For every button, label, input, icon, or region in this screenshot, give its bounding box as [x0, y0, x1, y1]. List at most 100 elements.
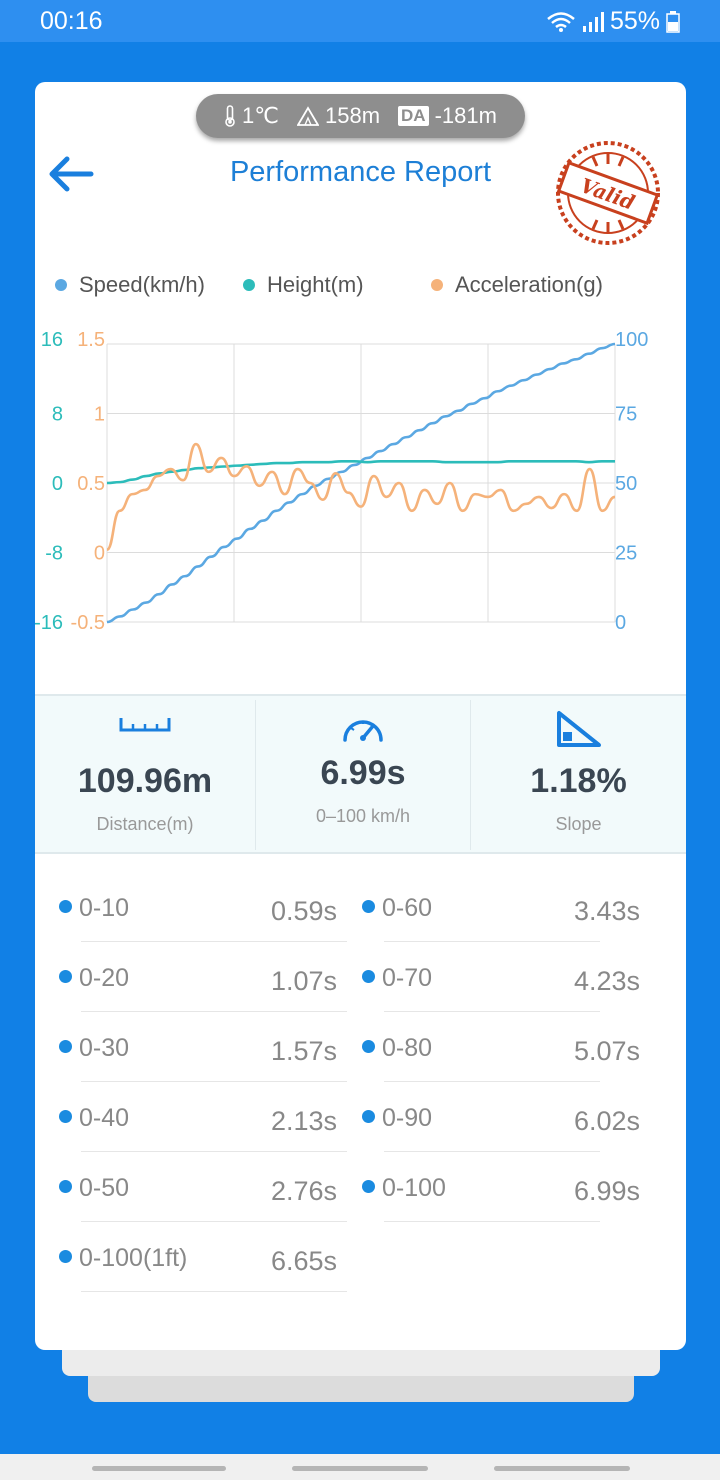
status-bar: 00:16 55% [0, 0, 720, 42]
speedometer-icon [343, 720, 383, 742]
divider [470, 700, 471, 850]
split-name: 0-100 [382, 1174, 446, 1202]
axis-tick-label: -16 [35, 612, 63, 632]
axis-tick-label: 75 [615, 404, 637, 426]
split-name: 0-20 [79, 964, 130, 992]
row-divider [81, 941, 347, 942]
stat-value: 1.18% [530, 762, 627, 800]
legend-dot [431, 279, 443, 291]
slope-icon [556, 711, 601, 747]
nav-back-button[interactable] [494, 1466, 630, 1471]
stat-value: 6.99s [320, 754, 406, 792]
row-divider [384, 1151, 600, 1152]
axis-tick-label: 16 [41, 329, 63, 351]
split-bullet [362, 1180, 375, 1193]
wifi-icon [547, 11, 575, 32]
row-divider [384, 941, 600, 942]
split-row: 0-40 2.13s [59, 1082, 347, 1152]
temperature-value: 1℃ [242, 103, 279, 128]
row-divider [81, 1291, 347, 1292]
split-bullet [362, 1110, 375, 1123]
row-divider [384, 1081, 600, 1082]
density-altitude-value: -181m [434, 103, 497, 128]
back-button[interactable] [47, 154, 97, 194]
battery-icon [666, 10, 680, 33]
stat-label: Slope [555, 814, 602, 834]
split-bullet [59, 970, 72, 983]
split-name: 0-60 [382, 894, 433, 922]
split-bullet [59, 1040, 72, 1053]
ruler-icon [119, 718, 171, 732]
axis-tick-label: 1 [94, 404, 105, 426]
nav-home-button[interactable] [292, 1466, 428, 1471]
axis-tick-label: 0 [52, 473, 63, 495]
split-bullet [59, 900, 72, 913]
environment-pill: 1℃ 158m DA -181m [196, 94, 525, 138]
axis-tick-label: 25 [615, 543, 637, 565]
thermometer-icon [225, 105, 235, 127]
page-title: Performance Report [229, 156, 492, 188]
split-name: 0-100(1ft) [79, 1244, 188, 1272]
legend-item-acceleration: Acceleration(g) [431, 272, 603, 298]
split-name: 0-80 [382, 1034, 433, 1062]
stat-value: 109.96m [77, 762, 213, 800]
status-time: 00:16 [40, 7, 103, 35]
axis-tick-label: -0.5 [71, 612, 105, 632]
row-divider [384, 1011, 600, 1012]
split-time: 6.02s [573, 1106, 640, 1136]
split-name: 0-50 [79, 1174, 130, 1202]
split-time: 1.07s [270, 966, 337, 996]
split-row: 0-90 6.02s [362, 1082, 650, 1152]
nav-recent-button[interactable] [92, 1466, 226, 1471]
stat-distance: 109.96m Distance(m) [35, 696, 255, 852]
split-time: 6.65s [270, 1246, 337, 1276]
split-name: 0-40 [79, 1104, 130, 1132]
split-time: 5.07s [573, 1036, 640, 1066]
split-row: 0-80 5.07s [362, 1012, 650, 1082]
divider [255, 700, 256, 850]
density-altitude-badge: DA [398, 106, 429, 126]
legend-dot [243, 279, 255, 291]
density-altitude-item: DA -181m [398, 103, 497, 129]
split-bullet [362, 970, 375, 983]
report-card: 1℃ 158m DA -181m Performance Report Val [35, 82, 686, 1350]
axis-tick-label: 50 [615, 473, 637, 495]
split-bullet [362, 900, 375, 913]
back-arrow-icon [49, 156, 94, 192]
row-divider [81, 1151, 347, 1152]
split-time: 2.76s [270, 1176, 337, 1206]
mountain-icon [296, 106, 319, 126]
split-row: 0-10 0.59s [59, 872, 347, 942]
split-row: 0-100(1ft) 6.65s [59, 1222, 347, 1292]
split-name: 0-30 [79, 1034, 130, 1062]
split-name: 0-10 [79, 894, 130, 922]
split-row: 0-100 6.99s [362, 1152, 650, 1222]
axis-tick-label: 1.5 [77, 329, 105, 351]
split-time: 1.57s [270, 1036, 337, 1066]
split-time: 0.59s [270, 896, 337, 926]
split-row: 0-70 4.23s [362, 942, 650, 1012]
legend-item-speed: Speed(km/h) [55, 272, 205, 298]
split-row: 0-50 2.76s [59, 1152, 347, 1222]
performance-chart: 16 8 0 -8 -16 1.5 1 0.5 0 -0.5 100 75 50 25 0 [35, 329, 648, 632]
stat-label: 0–100 km/h [315, 806, 411, 826]
split-bullet [59, 1110, 72, 1123]
altitude-value: 158m [324, 103, 381, 128]
split-time: 4.23s [573, 966, 640, 996]
axis-tick-label: 0 [615, 612, 626, 632]
chart-legend: Speed(km/h) Height(m) Acceleration(g) [55, 272, 675, 302]
valid-stamp-icon: Valid [556, 141, 660, 245]
series-line-height [106, 459, 615, 485]
signal-icon [582, 11, 604, 32]
legend-label: Acceleration(g) [455, 272, 603, 297]
row-divider [81, 1081, 347, 1082]
split-time: 2.13s [270, 1106, 337, 1136]
split-time: 6.99s [573, 1176, 640, 1206]
axis-tick-label: -8 [45, 543, 63, 565]
navigation-bar [0, 1454, 720, 1480]
stats-panel: 109.96m Distance(m) 6.99s 0–100 km/h 1.1… [35, 694, 686, 854]
split-bullet [59, 1250, 72, 1263]
series-line-acceleration [105, 442, 616, 552]
split-bullet [362, 1040, 375, 1053]
altitude-item: 158m [296, 103, 381, 129]
